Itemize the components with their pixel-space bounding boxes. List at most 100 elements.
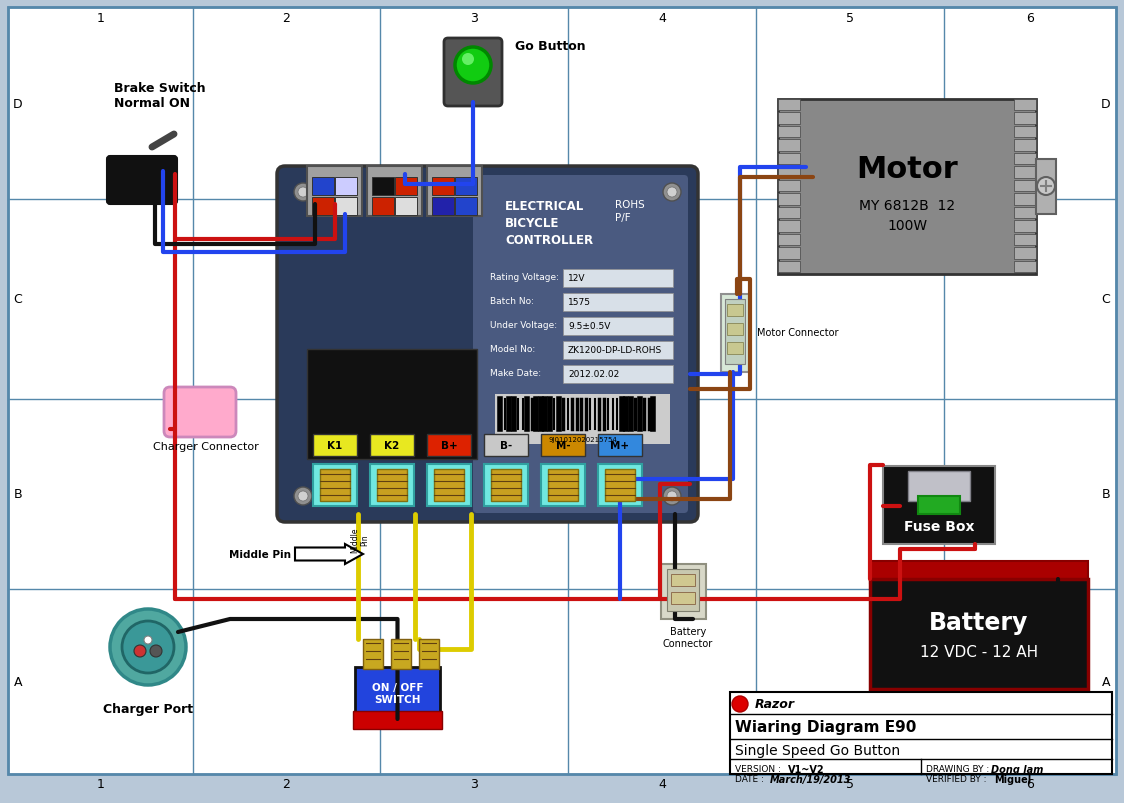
Circle shape: [144, 636, 152, 644]
FancyBboxPatch shape: [444, 39, 502, 107]
Bar: [778, 127, 800, 138]
Bar: [725, 300, 745, 365]
Bar: [495, 394, 670, 444]
Bar: [778, 207, 800, 219]
Text: Make Date:: Make Date:: [490, 369, 541, 378]
Circle shape: [1037, 177, 1055, 196]
Bar: [1014, 194, 1036, 206]
FancyBboxPatch shape: [277, 167, 698, 522]
Bar: [778, 194, 800, 206]
Text: Under Voltage:: Under Voltage:: [490, 321, 558, 330]
Bar: [1014, 141, 1036, 152]
Text: 5: 5: [846, 777, 854, 790]
FancyBboxPatch shape: [164, 388, 236, 438]
Text: K2: K2: [384, 441, 400, 450]
Bar: [491, 470, 522, 501]
Bar: [370, 464, 414, 507]
Bar: [484, 464, 528, 507]
Bar: [307, 349, 477, 459]
Bar: [720, 295, 749, 373]
Text: 6: 6: [1026, 11, 1034, 24]
Bar: [563, 365, 673, 384]
Text: 4: 4: [658, 777, 665, 790]
Text: Razor: Razor: [755, 698, 795, 711]
Bar: [419, 639, 439, 669]
Text: Battery
Connector: Battery Connector: [663, 626, 713, 648]
Circle shape: [663, 184, 681, 202]
FancyBboxPatch shape: [473, 176, 688, 513]
Bar: [377, 470, 407, 501]
Bar: [335, 177, 357, 196]
Circle shape: [732, 696, 747, 712]
Bar: [778, 181, 800, 192]
Circle shape: [667, 491, 677, 501]
Bar: [727, 343, 743, 355]
Circle shape: [298, 491, 308, 501]
Text: Brake Switch
Normal ON: Brake Switch Normal ON: [114, 82, 206, 110]
Bar: [883, 467, 995, 544]
Bar: [427, 434, 471, 456]
Text: 4: 4: [658, 11, 665, 24]
Text: Motor Connector: Motor Connector: [756, 328, 839, 337]
Bar: [778, 234, 800, 246]
Bar: [778, 221, 800, 232]
Bar: [432, 198, 454, 216]
Circle shape: [294, 184, 312, 202]
Bar: [312, 464, 357, 507]
Bar: [778, 100, 1036, 275]
Bar: [1014, 248, 1036, 259]
Text: M+: M+: [610, 441, 629, 450]
Bar: [778, 113, 800, 124]
Bar: [1036, 160, 1057, 214]
Circle shape: [110, 609, 185, 685]
Circle shape: [298, 188, 308, 198]
Text: V1~V2: V1~V2: [788, 764, 825, 774]
Text: Dong lam: Dong lam: [991, 764, 1043, 774]
Bar: [778, 248, 800, 259]
Bar: [368, 167, 422, 217]
Text: B+: B+: [441, 441, 457, 450]
Text: March/19/2013: March/19/2013: [770, 774, 851, 784]
Bar: [372, 177, 395, 196]
Text: 9J01012020215754: 9J01012020215754: [549, 437, 617, 442]
Circle shape: [462, 54, 474, 66]
Text: 9.5±0.5V: 9.5±0.5V: [568, 322, 610, 331]
Bar: [320, 470, 350, 501]
Bar: [598, 464, 642, 507]
Text: Battery: Battery: [930, 610, 1028, 634]
Text: A: A: [1102, 675, 1111, 688]
Text: Middle
Pin: Middle Pin: [351, 527, 370, 552]
Bar: [395, 198, 417, 216]
Bar: [563, 270, 673, 287]
Text: MY 6812B  12: MY 6812B 12: [859, 198, 955, 212]
Text: 5: 5: [846, 11, 854, 24]
Text: Miguel: Miguel: [994, 774, 1031, 784]
Bar: [391, 639, 411, 669]
Text: Charger Connector: Charger Connector: [153, 442, 259, 451]
Bar: [1014, 207, 1036, 219]
Bar: [427, 464, 471, 507]
Bar: [363, 639, 383, 669]
Circle shape: [294, 487, 312, 505]
Bar: [671, 574, 695, 586]
Bar: [455, 177, 477, 196]
Bar: [1014, 127, 1036, 138]
Text: Fuse Box: Fuse Box: [904, 520, 975, 533]
Bar: [1014, 113, 1036, 124]
Bar: [605, 470, 635, 501]
Bar: [870, 561, 1088, 583]
Text: K1: K1: [327, 441, 343, 450]
Text: 2: 2: [282, 777, 290, 790]
Bar: [434, 470, 464, 501]
Bar: [1014, 234, 1036, 246]
Text: Go Button: Go Button: [515, 39, 586, 52]
Text: Wiaring Diagram E90: Wiaring Diagram E90: [735, 719, 916, 735]
Bar: [1014, 261, 1036, 273]
FancyArrow shape: [294, 544, 363, 565]
Text: VERSION :: VERSION :: [735, 764, 783, 773]
Circle shape: [663, 487, 681, 505]
Bar: [1014, 153, 1036, 165]
Bar: [370, 434, 414, 456]
Text: 3: 3: [470, 777, 478, 790]
Bar: [727, 324, 743, 336]
